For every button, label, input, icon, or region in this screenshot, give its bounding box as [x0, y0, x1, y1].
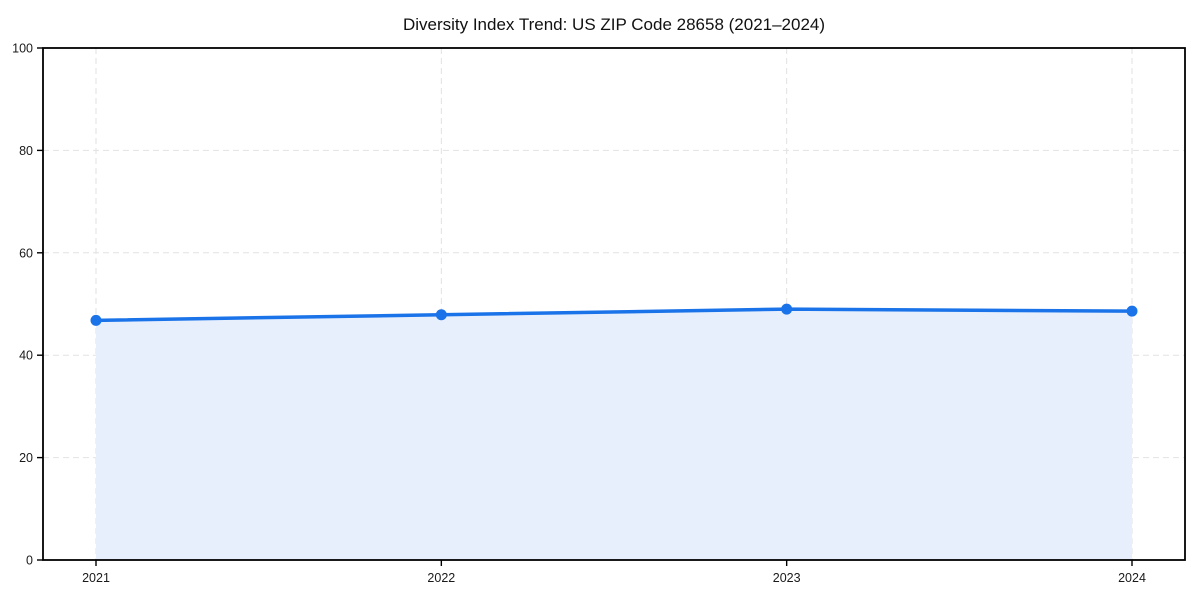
area-fill: [96, 309, 1132, 560]
y-tick-label: 100: [12, 42, 33, 56]
y-tick-label: 60: [19, 246, 33, 260]
data-point: [90, 314, 102, 326]
y-tick-label: 0: [26, 554, 33, 568]
y-tick-label: 80: [19, 144, 33, 158]
y-tick-label: 40: [19, 349, 33, 363]
y-tick-label: 20: [19, 451, 33, 465]
plot-border: [42, 47, 1186, 561]
chart-title: Diversity Index Trend: US ZIP Code 28658…: [403, 15, 825, 34]
trend-line: [94, 307, 1134, 323]
data-point: [435, 309, 447, 321]
data-point: [1126, 305, 1138, 317]
x-tick-label: 2022: [427, 571, 455, 585]
x-tick-label: 2023: [773, 571, 801, 585]
data-point: [781, 303, 793, 315]
x-tick-label: 2021: [82, 571, 110, 585]
x-tick-label: 2024: [1118, 571, 1146, 585]
